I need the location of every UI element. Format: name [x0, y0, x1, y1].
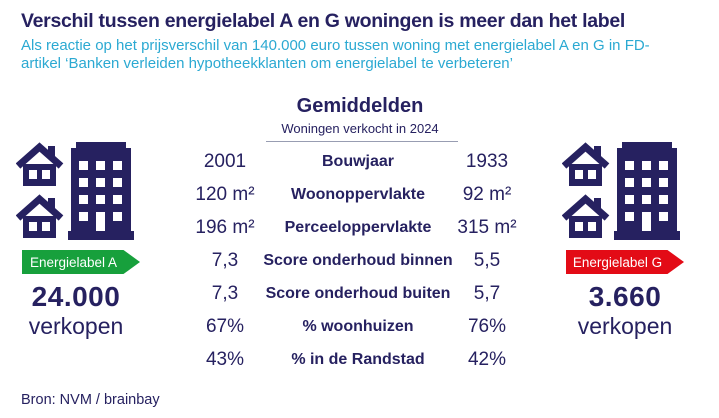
page-title: Verschil tussen energielabel A en G woni…: [21, 10, 626, 32]
houses-buildings-icon: [562, 140, 680, 242]
houses-buildings-icon: [16, 140, 134, 242]
row-label: % woonhuizen: [302, 317, 414, 335]
row-label: Perceeloppervlakte: [284, 218, 432, 236]
value-label-g: 5,7: [473, 282, 501, 304]
value-label-a: 120 m²: [195, 183, 255, 205]
subtitle-line-2: artikel ‘Banken verleiden hypotheekklant…: [21, 54, 513, 72]
energy-label-g-badge: Energielabel G: [566, 250, 684, 274]
label-a-sales-count: 24.000: [31, 281, 121, 312]
subtitle-line-1: Als reactie op het prijsverschil van 140…: [21, 37, 650, 54]
value-label-g: 42%: [467, 348, 507, 370]
source-note: Bron: NVM / brainbay: [21, 392, 160, 408]
value-label-a: 43%: [205, 348, 245, 370]
table-title: Gemiddelden: [296, 95, 424, 117]
divider-line: [266, 141, 458, 142]
value-label-a: 196 m²: [195, 216, 255, 238]
energy-label-a-text: Energielabel A: [29, 254, 118, 270]
value-label-g: 1933: [465, 150, 509, 172]
label-g-sales-caption: verkopen: [577, 313, 673, 339]
value-label-a: 2001: [203, 150, 247, 172]
row-label: Woonoppervlakte: [291, 185, 425, 203]
row-label: Bouwjaar: [321, 152, 394, 170]
value-label-g: 5,5: [473, 249, 501, 271]
row-label: % in de Randstad: [291, 350, 425, 368]
comparison-table: 2001 Bouwjaar 1933 120 m² Woonoppervlakt…: [178, 145, 530, 376]
row-label: Score onderhoud binnen: [263, 251, 453, 269]
energy-label-a-badge: Energielabel A: [22, 250, 140, 274]
row-label: Score onderhoud buiten: [265, 284, 451, 302]
value-label-g: 92 m²: [462, 183, 512, 205]
energy-label-g-text: Energielabel G: [572, 254, 663, 270]
value-label-a: 7,3: [211, 249, 239, 271]
value-label-a: 7,3: [211, 282, 239, 304]
value-label-g: 76%: [467, 315, 507, 337]
label-g-sales-count: 3.660: [588, 281, 662, 312]
value-label-g: 315 m²: [457, 216, 517, 238]
label-a-sales-caption: verkopen: [28, 313, 124, 339]
page-subtitle: Als reactie op het prijsverschil van 140…: [21, 37, 713, 72]
table-subtitle: Woningen verkocht in 2024: [281, 121, 439, 136]
value-label-a: 67%: [205, 315, 245, 337]
